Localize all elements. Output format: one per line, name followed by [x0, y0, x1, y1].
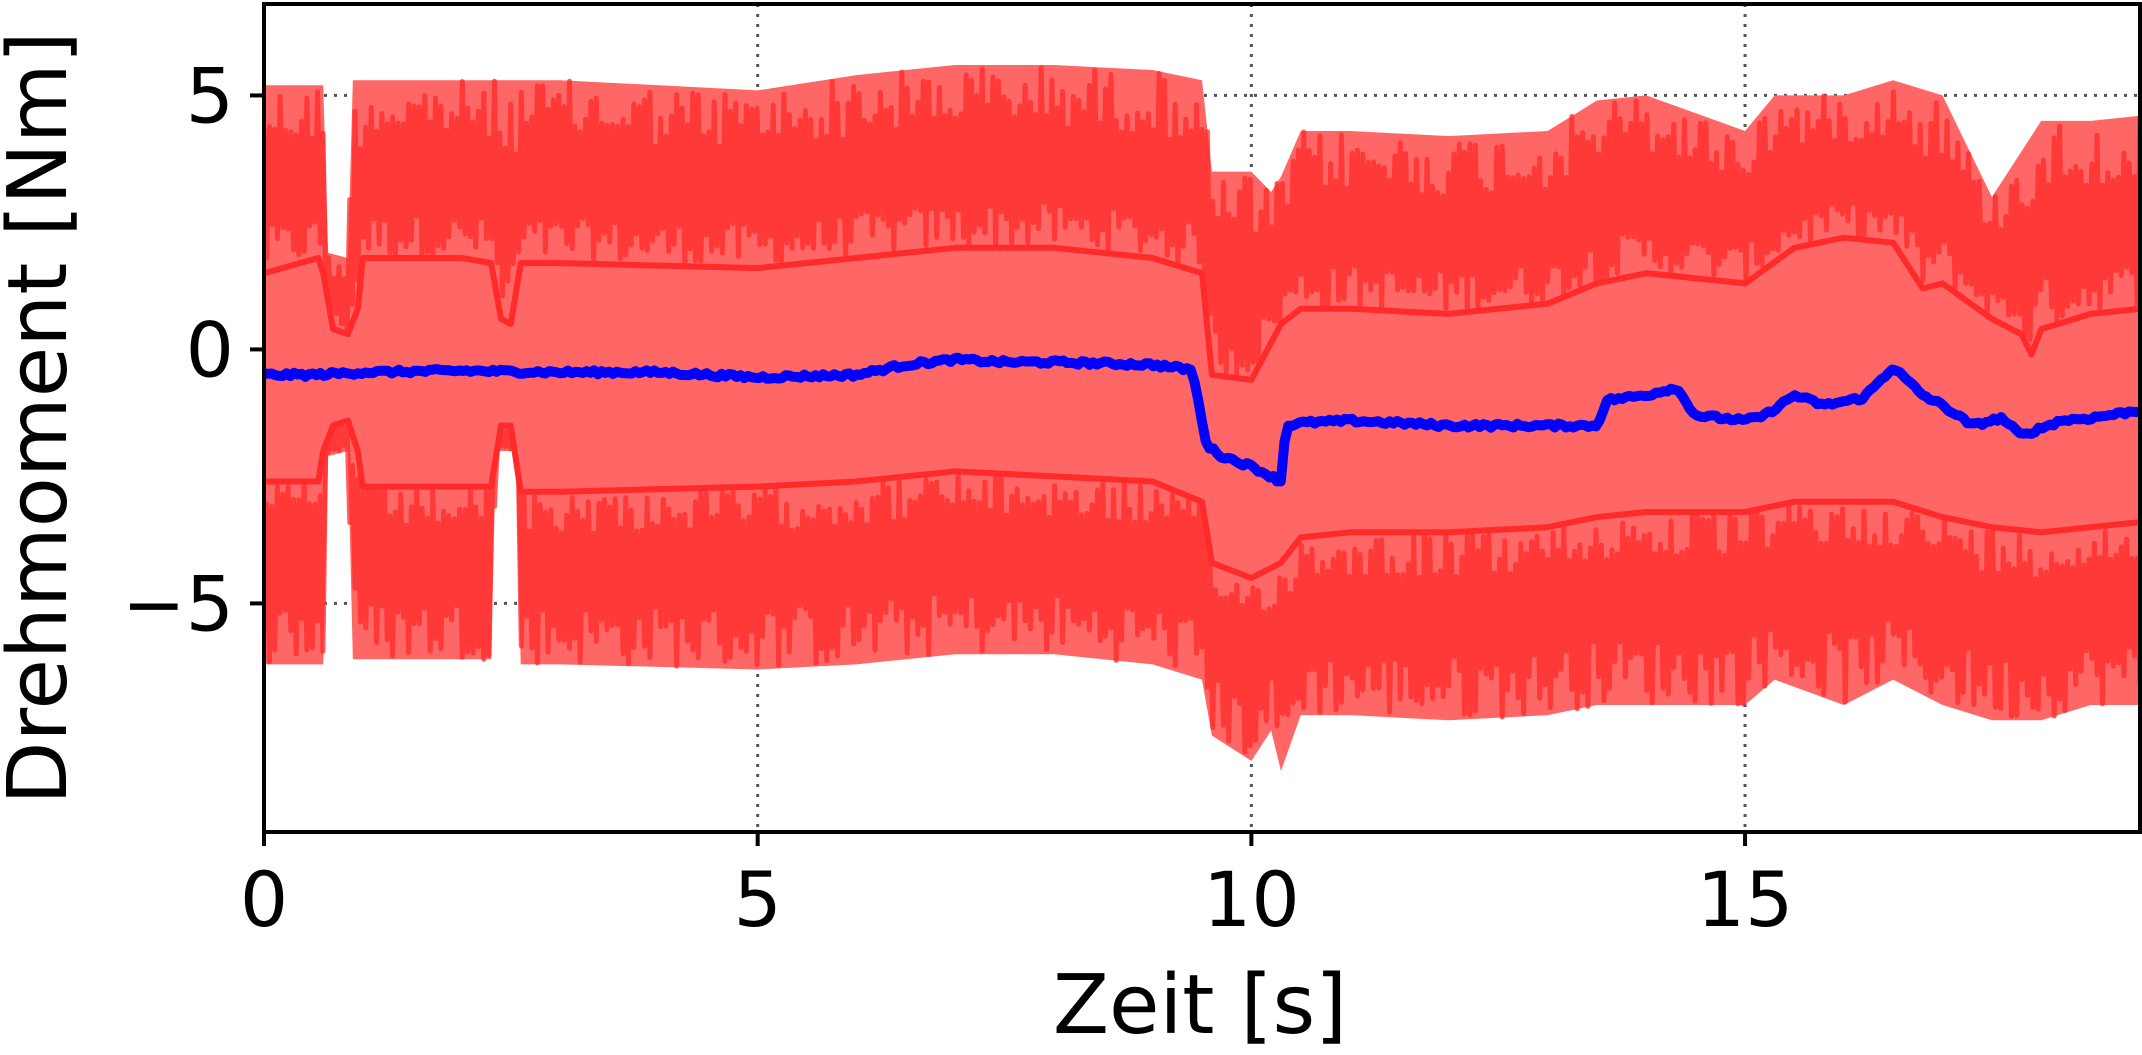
lower-envelope-line: [264, 417, 2140, 581]
y-tick-label: −5: [122, 559, 234, 648]
lower-oscillation-trace: [264, 422, 2140, 755]
x-tick-label: 15: [1697, 855, 1794, 944]
x-tick-label: 10: [1203, 855, 1300, 944]
x-tick-label: 0: [240, 855, 288, 944]
mean-torque-line: [264, 352, 2140, 487]
y-tick-label: 0: [186, 305, 234, 394]
y-axis-label: Drehmoment [Nm]: [0, 31, 86, 804]
tick-marks: [250, 93, 1748, 846]
upper-envelope-line: [264, 234, 2140, 383]
y-tick-label: 5: [186, 51, 234, 140]
data-layer: [264, 64, 2140, 772]
upper-oscillation-trace: [264, 65, 2140, 377]
plot-frame: [262, 2, 2142, 834]
tick-labels: 0 5 10 15 5 0 −5: [122, 51, 1793, 944]
x-axis-label: Zeit [s]: [1053, 958, 1347, 1053]
x-tick-label: 5: [734, 855, 782, 944]
